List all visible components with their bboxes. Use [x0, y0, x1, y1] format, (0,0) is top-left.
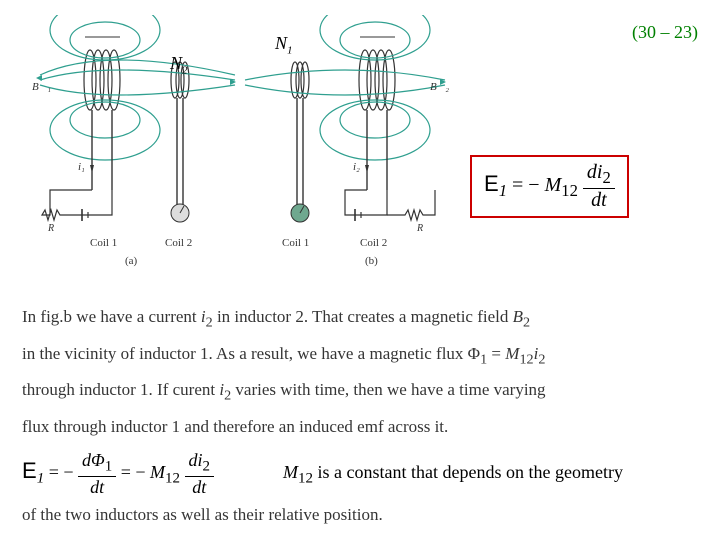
p-l3b: varies with time, then we have a time va…	[231, 380, 545, 399]
fig-b-coil1: Coil 1	[282, 237, 309, 249]
p-l3: through inductor 1. If curent	[22, 380, 219, 399]
n1-sub: 1	[287, 45, 293, 57]
page-reference: (30 – 23)	[632, 22, 698, 43]
eq2-eq: = −	[49, 462, 74, 482]
p-l1b: in inductor 2. That creates a magnetic f…	[213, 307, 513, 326]
svg-text:B⃗₁: B⃗₁	[32, 81, 51, 93]
explanation-paragraph: In fig.b we have a current i2 in inducto…	[22, 300, 702, 444]
fig-a-coil2: Coil 2	[165, 237, 192, 249]
eq2-f2sub: 2	[203, 459, 211, 475]
eq-den-t: t	[601, 189, 607, 211]
p-B2: B	[513, 307, 523, 326]
p-i2sub: 2	[206, 314, 213, 330]
boxed-equation: E1 = − M12 di2 dt	[470, 155, 629, 218]
eq2-sub: 1	[37, 471, 45, 487]
trail-b: is a constant that depends on the geomet…	[318, 462, 623, 482]
eq-den-d: d	[591, 189, 601, 211]
eq2-frac2: di2 dt	[185, 450, 215, 498]
eq2-f2den: dt	[185, 477, 215, 498]
trail-Msub: 12	[298, 471, 313, 487]
eq2-frac1: dΦ1 dt	[78, 450, 116, 498]
svg-text:B⃗₂: B⃗₂	[430, 81, 449, 93]
eq-M: M	[545, 174, 562, 196]
label-n1: N1	[275, 33, 293, 57]
svg-text:R: R	[47, 223, 54, 234]
eq-fraction: di2 dt	[583, 161, 615, 212]
n1-letter: N	[275, 33, 287, 53]
figure-area: i₁ R B⃗₁	[20, 15, 450, 285]
n2-letter: N	[170, 53, 182, 73]
emf-sub: 1	[499, 181, 507, 200]
label-n2: N2	[170, 53, 188, 77]
eq2-mid: = −	[121, 462, 146, 482]
eq2-f1num: dΦ	[82, 450, 105, 470]
eq-M-sub: 12	[561, 181, 578, 200]
eq2-f1numsub: 1	[105, 459, 113, 475]
eq2-f2d: d	[189, 450, 198, 470]
fig-b-caption: (b)	[365, 255, 378, 267]
trail-M: M	[283, 462, 298, 482]
p-M12: M	[505, 344, 519, 363]
p-l2a: in the vicinity of inductor 1. As a resu…	[22, 344, 480, 363]
eq-eq: = −	[512, 174, 540, 196]
eq2-f1den: dt	[78, 477, 116, 498]
eq2-M: M	[150, 462, 165, 482]
eq2-E: E	[22, 458, 37, 483]
fig-b-coil2: Coil 2	[360, 237, 387, 249]
fig-a-coil1: Coil 1	[90, 237, 117, 249]
p-B2sub: 2	[523, 314, 530, 330]
eq2-Msub: 12	[165, 471, 180, 487]
emf-symbol: E	[484, 171, 499, 196]
eq-num-sub: 2	[602, 168, 610, 187]
p-l2b: =	[487, 344, 505, 363]
trail-c: of the two inductors as well as their re…	[22, 505, 383, 524]
p-l4: flux through inductor 1 and therefore an…	[22, 417, 448, 436]
p-M12sub: 12	[519, 351, 533, 367]
p-l1a: In fig.b we have a current	[22, 307, 201, 326]
p-l2i2sub: 2	[538, 351, 545, 367]
svg-text:R: R	[416, 223, 423, 234]
trailing-line-2: of the two inductors as well as their re…	[22, 498, 702, 532]
eq-num-d: d	[587, 161, 597, 183]
n2-sub: 2	[182, 65, 188, 77]
equation-line-2: E1 = − dΦ1 dt = − M12 di2 dt M12 is a co…	[22, 450, 702, 498]
fig-a-caption: (a)	[125, 255, 137, 267]
svg-text:i₁: i₁	[78, 161, 85, 173]
svg-text:i₂: i₂	[353, 161, 360, 173]
